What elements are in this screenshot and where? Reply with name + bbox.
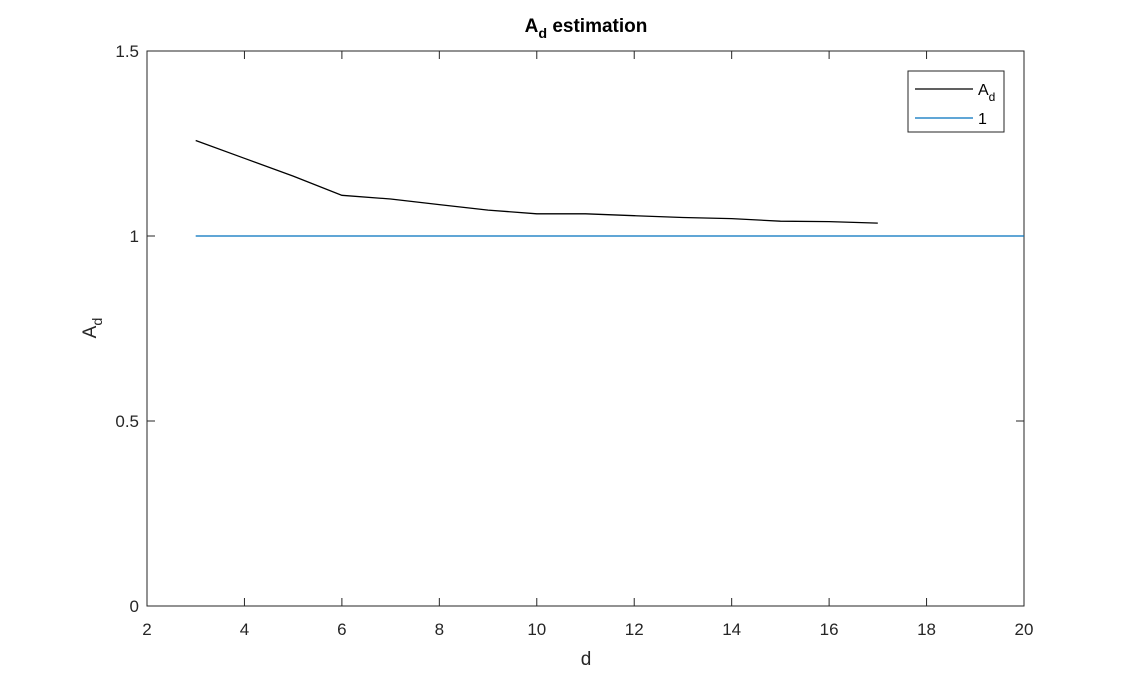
x-tick-label: 20 bbox=[1015, 620, 1034, 639]
legend-label-ad: Ad bbox=[978, 82, 995, 104]
y-tick-label: 0.5 bbox=[115, 412, 139, 431]
plot-area bbox=[146, 50, 1025, 607]
x-tick-label: 4 bbox=[240, 620, 249, 639]
x-tick-label: 6 bbox=[337, 620, 346, 639]
y-axis-label: Ad bbox=[80, 318, 106, 339]
x-tick-label: 18 bbox=[917, 620, 936, 639]
x-axis-label: d bbox=[581, 649, 592, 670]
legend[interactable]: Ad 1 bbox=[907, 70, 1005, 133]
x-axis-ticks: 2 4 6 8 10 12 14 16 18 20 bbox=[142, 51, 1033, 639]
chart-title: Ad estimation bbox=[525, 16, 648, 42]
x-tick-label: 12 bbox=[625, 620, 644, 639]
series-layer bbox=[195, 139, 1024, 237]
series-line-ad bbox=[195, 139, 878, 224]
x-tick-label: 14 bbox=[722, 620, 741, 639]
legend-item-one[interactable]: 1 bbox=[915, 111, 987, 128]
y-tick-label: 1 bbox=[130, 227, 139, 246]
x-tick-label: 2 bbox=[142, 620, 151, 639]
legend-label-one: 1 bbox=[978, 111, 987, 128]
x-tick-label: 8 bbox=[435, 620, 444, 639]
x-tick-label: 16 bbox=[820, 620, 839, 639]
x-tick-label: 10 bbox=[527, 620, 546, 639]
y-tick-label: 1.5 bbox=[115, 42, 139, 61]
y-tick-label: 0 bbox=[130, 597, 139, 616]
y-axis-ticks: 0 0.5 1 1.5 bbox=[115, 42, 1024, 616]
legend-item-ad[interactable]: Ad bbox=[915, 82, 995, 104]
legend-box bbox=[907, 70, 1005, 133]
